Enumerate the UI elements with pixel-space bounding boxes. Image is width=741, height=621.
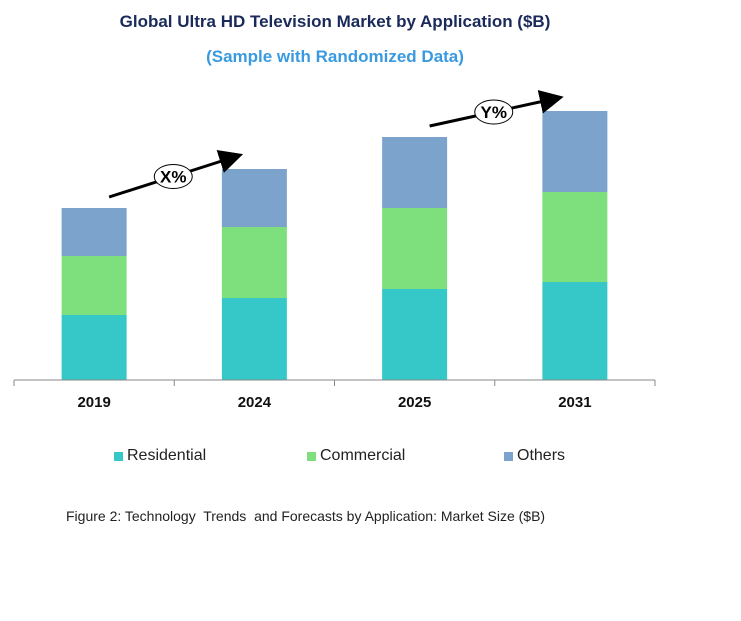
bar-others-2025 xyxy=(382,137,448,208)
legend-swatch-others xyxy=(504,451,513,461)
figure-caption: Figure 2: Technology Trends and Forecast… xyxy=(66,508,546,524)
bar-residential-2025 xyxy=(382,289,448,380)
bar-residential-2019 xyxy=(61,315,127,380)
bar-commercial-2025 xyxy=(382,208,448,289)
growth-label-1: Y% xyxy=(481,103,507,122)
bar-others-2031 xyxy=(542,111,608,192)
legend-item-commercial: Commercial xyxy=(307,447,405,465)
growth-label-bubble-1 xyxy=(474,99,514,125)
bar-commercial-2031 xyxy=(542,192,608,282)
x-tick-label-2025: 2025 xyxy=(398,394,431,411)
x-tick-label-2019: 2019 xyxy=(77,394,110,411)
legend-label-others: Others xyxy=(517,447,566,464)
chart-subtitle: (Sample with Randomized Data) xyxy=(206,47,464,66)
chart-title: Global Ultra HD Television Market by App… xyxy=(119,12,551,31)
legend-swatch-residential xyxy=(114,451,123,461)
legend-label-residential: Residential xyxy=(127,447,207,464)
legend-label-commercial: Commercial xyxy=(320,447,406,464)
chart-plot: 2019 2024 2025 2031 X% Y% xyxy=(13,90,656,411)
x-tick-label-2031: 2031 xyxy=(558,394,591,411)
legend-swatch-commercial xyxy=(307,451,316,461)
bar-commercial-2024 xyxy=(221,227,287,298)
legend-item-residential: Residential xyxy=(114,447,206,465)
bar-others-2019 xyxy=(61,208,127,256)
x-tick-label-2024: 2024 xyxy=(238,394,272,411)
bar-others-2024 xyxy=(221,169,287,227)
bar-commercial-2019 xyxy=(61,256,127,315)
bar-residential-2024 xyxy=(221,298,287,380)
bar-residential-2031 xyxy=(542,282,608,380)
growth-label-bubble-0 xyxy=(153,164,193,189)
growth-label-0: X% xyxy=(160,168,186,187)
legend-item-others: Others xyxy=(504,447,565,465)
